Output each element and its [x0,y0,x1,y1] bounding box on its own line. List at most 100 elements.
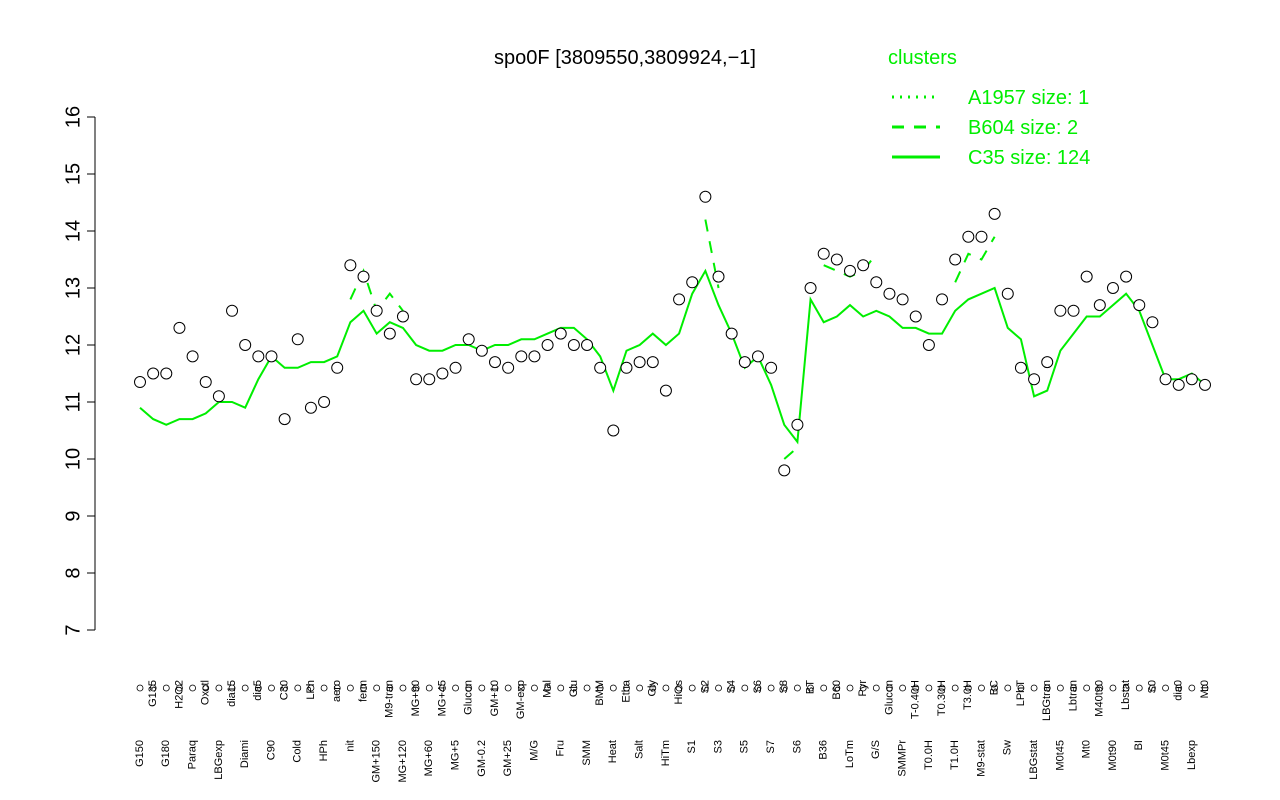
x-tick-label: Diami [239,740,251,768]
x-tick-label: dia0 [1173,680,1185,701]
point [1028,373,1041,386]
x-tick-label: G/S [870,740,882,759]
x-marker [176,684,183,692]
x-tick-label: Gly [647,680,659,697]
point [699,190,712,203]
x-tick-label: LoTm [844,740,856,768]
point [857,259,870,272]
x-tick-label: LPh [305,680,317,700]
point [515,350,528,363]
legend-label: A1957 size: 1 [968,87,1089,109]
x-tick-label: C30 [279,680,291,700]
point [988,207,1001,220]
point [936,293,949,306]
x-marker [531,684,538,692]
x-marker [1122,684,1130,692]
x-marker [951,684,959,692]
x-tick-label: Mal [541,680,553,698]
x-marker [675,684,683,692]
point [1146,316,1159,329]
x-marker [583,684,591,692]
point [620,361,633,374]
point [160,367,173,380]
point [357,270,370,283]
x-tick-label: M9-stat [975,740,987,777]
x-marker [964,684,972,692]
x-marker [333,684,341,692]
x-marker [557,684,565,692]
point [1133,299,1146,312]
x-tick-label: Cold [292,740,304,763]
x-tick-label: LBGtran [1041,680,1053,721]
x-marker [320,684,328,692]
x-tick-label: S6 [752,680,764,693]
point [751,350,764,363]
x-marker [872,684,880,692]
x-tick-label: S5 [739,740,751,753]
y-tick-label: 15 [62,163,84,185]
x-marker [149,684,157,692]
x-tick-label: GM+150 [371,740,383,783]
x-marker [399,684,407,692]
x-tick-label: Fru [555,740,567,757]
x-tick-label: T3.0H [962,680,974,710]
x-marker [439,684,446,692]
x-tick-label: B36 [818,740,830,760]
x-marker [452,684,459,692]
y-tick-label: 8 [62,567,84,578]
point [607,424,620,437]
x-marker [1017,684,1025,692]
point [909,310,922,323]
x-tick-label: T1.0H [949,740,961,770]
x-marker [1188,684,1196,692]
x-tick-label: MG+120 [397,740,409,783]
point [673,293,686,306]
x-tick-label: S0 [1146,680,1158,693]
x-marker [307,684,315,692]
x-marker [162,684,170,692]
legend-title: clusters [888,47,957,69]
y-tick-label: 11 [62,392,84,413]
point [1120,270,1133,283]
x-tick-label: nit [344,740,356,752]
x-tick-label: HiTm [660,740,672,766]
point [844,264,856,277]
x-tick-label: S7 [765,740,777,753]
x-tick-label: S2 [699,680,711,693]
x-tick-label: M0t45 [1054,740,1066,771]
x-tick-label: MG+45 [436,680,448,716]
point [1159,373,1172,386]
x-marker [978,684,985,692]
x-tick-label: BMM [594,680,606,706]
x-marker [517,684,525,692]
x-tick-label: HPh [318,740,330,761]
x-tick-label: Glucon [883,680,895,715]
x-tick-label: SMM [581,740,593,766]
x-tick-label: S6 [791,740,803,753]
y-tick-label: 12 [62,334,84,356]
x-tick-label: T-0.40H [910,680,922,719]
x-tick-label: Oxctl [200,680,212,705]
x-tick-label: T0.30H [936,680,948,716]
x-marker [360,684,367,692]
x-marker [1043,684,1051,692]
x-tick-label: Lbstat [1120,680,1132,710]
x-tick-label: MG+60 [423,740,435,776]
x-tick-label: SMMPr [896,740,908,777]
point [712,270,725,283]
x-marker [623,684,630,692]
point [883,287,896,300]
x-tick-label: GM+10 [489,680,501,716]
x-tick-label: Glu [568,680,580,697]
x-marker [504,684,512,692]
x-tick-label: M0t90 [1107,740,1119,771]
x-tick-label: LBGstat [1028,740,1040,780]
point [331,361,344,374]
x-marker [886,684,893,692]
point [1199,378,1211,391]
x-marker [254,684,262,692]
x-tick-label: BT [804,680,816,694]
x-tick-label: T0.0H [923,740,935,770]
x-tick-label: Lbexp [1186,740,1198,770]
point [1185,373,1198,386]
